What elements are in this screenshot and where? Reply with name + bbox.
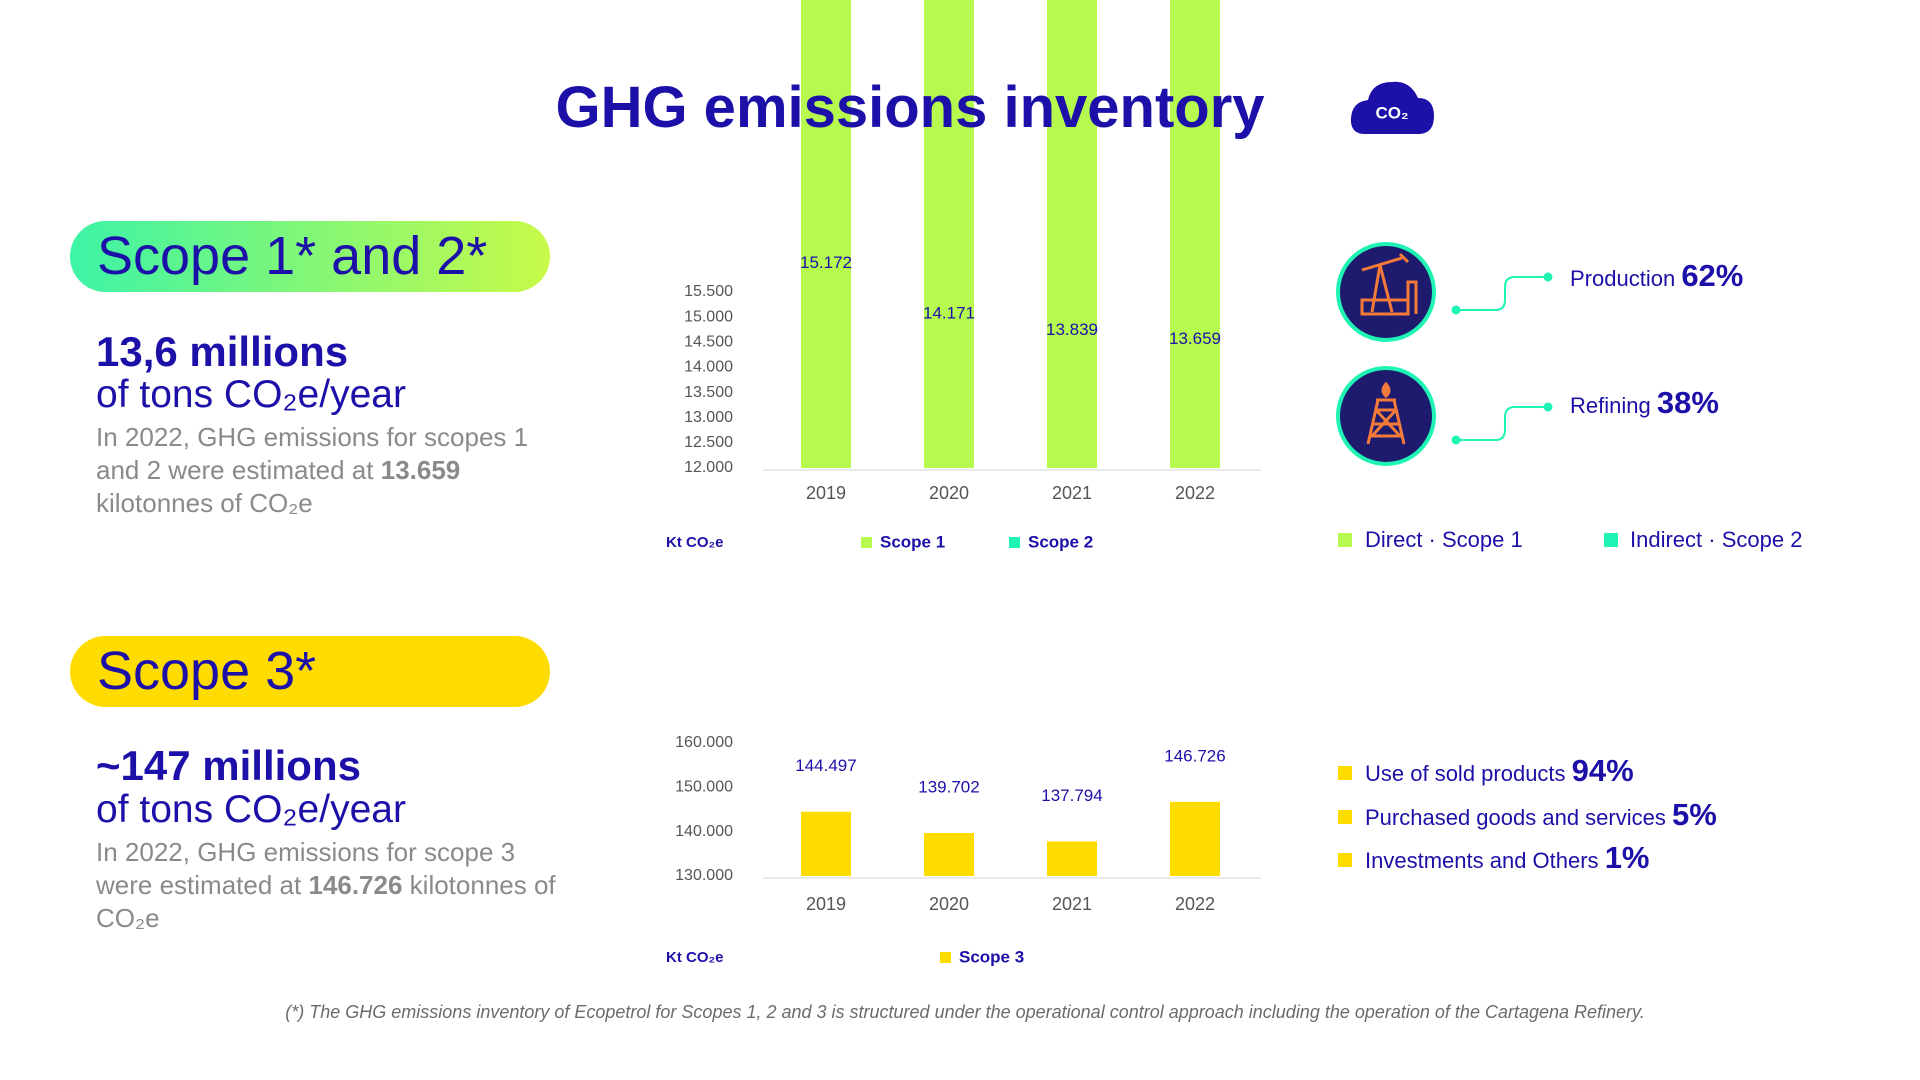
breakdown-item: Purchased goods and services 5% [1365,797,1717,833]
x-tick-label: 2019 [806,894,846,914]
share: 1% [1604,840,1650,875]
text: 146.726 [308,870,403,900]
text: In 2022, GHG emissions for scopes 1 and … [96,422,529,485]
share: 62% [1681,258,1744,293]
legend-swatch [1338,810,1352,824]
value-label: 139.702 [918,777,979,796]
breakdown-item: Use of sold products 94% [1365,753,1634,789]
text: Purchased goods and services [1365,805,1666,830]
legend-swatch [1338,533,1352,547]
page-title: GHG emissions inventory [555,75,1265,140]
legend-swatch [1338,766,1352,780]
text: Investments and Others [1365,848,1599,873]
x-tick-label: 2019 [806,483,846,503]
text: Refining [1570,393,1651,418]
value-label: 13.839 [1046,320,1098,339]
value-label: 146.726 [1164,746,1225,765]
y-tick-label: 14.500 [684,334,733,351]
headline: 13,6 millions [96,328,349,375]
description: In 2022, GHG emissions for scope 3 were … [96,836,566,935]
y-tick-label: 12.000 [684,459,733,476]
bar [1047,0,1097,468]
bar [801,811,851,876]
value-label: 13.659 [1169,329,1221,348]
y-tick-label: 15.000 [684,308,733,325]
legend-label: Scope 3 [959,947,1024,966]
legend-label: Scope 1 [880,532,945,551]
y-tick-label: 13.000 [684,409,733,426]
text: In 2022, GHG emissions for scope 3 were … [96,837,516,900]
x-tick-label: 2021 [1052,894,1092,914]
text: kilotonnes of CO₂e [96,870,556,933]
y-tick-label: 130.000 [675,867,733,884]
y-tick-label: 160.000 [675,734,733,751]
legend-label: Scope 2 [1028,532,1093,551]
breakdown-item: Refining 38% [1570,385,1719,421]
bar [801,0,851,468]
axis-label: Kt CO₂e [666,534,724,551]
legend-swatch [861,537,872,548]
legend-swatch [1338,853,1352,867]
x-tick-label: 2022 [1175,894,1215,914]
bar [1170,801,1220,876]
text: 13.659 [380,455,461,485]
x-tick-label: 2022 [1175,483,1215,503]
subline: of tons CO₂e/year [96,788,406,831]
text: Use of sold products [1365,761,1566,786]
x-tick-label: 2020 [929,894,969,914]
legend-text: Indirect · Scope 2 [1630,527,1803,552]
connectors [1451,272,1553,445]
description: In 2022, GHG emissions for scopes 1 and … [96,421,566,520]
share: 94% [1571,753,1634,788]
legend-swatch [940,952,951,963]
value-label: 15.172 [800,253,852,272]
y-tick-label: 13.500 [684,384,733,401]
y-tick-label: 150.000 [675,779,733,796]
text: Production [1570,266,1676,291]
production-icon [1336,242,1436,342]
y-tick-label: 15.500 [684,283,733,300]
headline: ~147 millions [96,742,361,789]
bar [1170,0,1220,469]
axis-label: Kt CO₂e [666,949,724,966]
subline: of tons CO₂e/year [96,373,406,416]
section-heading: Scope 3* [70,636,550,707]
bar [924,0,974,468]
y-tick-label: 12.500 [684,434,733,451]
icon-label: CO₂ [1375,103,1408,122]
section-heading: Scope 1* and 2* [70,221,550,292]
value-label: 14.171 [923,303,975,322]
y-tick-label: 14.000 [684,359,733,376]
x-tick-label: 2020 [929,483,969,503]
x-tick-label: 2021 [1052,483,1092,503]
text: kilotonnes of CO₂e [96,488,313,518]
value-label: 137.794 [1041,786,1102,805]
co2-cloud-icon: CO₂ [1350,81,1434,134]
footnote: (*) The GHG emissions inventory of Ecope… [285,1002,1645,1022]
legend-swatch [1009,537,1020,548]
value-label: 144.497 [795,756,856,775]
breakdown-item: Production 62% [1570,258,1743,294]
bar [1047,841,1097,876]
bar [924,832,974,876]
breakdown-item: Investments and Others 1% [1365,840,1650,876]
share: 5% [1671,797,1717,832]
refining-icon [1336,366,1436,466]
y-tick-label: 140.000 [675,823,733,840]
share: 38% [1656,385,1719,420]
legend-text: Direct · Scope 1 [1365,527,1523,552]
legend-swatch [1604,533,1618,547]
